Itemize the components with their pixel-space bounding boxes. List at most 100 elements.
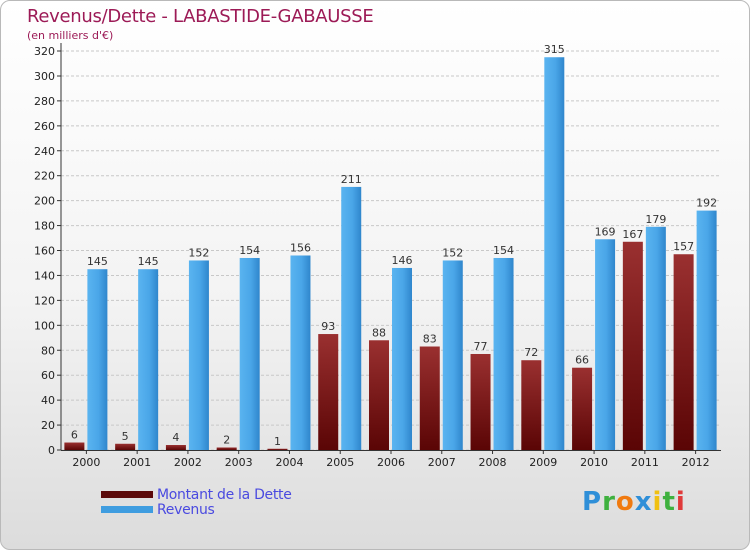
data-label-dette: 6 xyxy=(71,429,78,442)
bar-dette xyxy=(115,443,136,450)
x-tick-label: 2007 xyxy=(428,456,456,469)
bar-revenus xyxy=(645,226,666,450)
y-tick-label: 20 xyxy=(41,419,55,432)
data-label-dette: 2 xyxy=(223,434,230,447)
x-tick-label: 2001 xyxy=(123,456,151,469)
data-label-revenus: 154 xyxy=(239,244,260,257)
chart-title: Revenus/Dette - LABASTIDE-GABAUSSE xyxy=(27,6,374,27)
bar-dette xyxy=(216,447,237,450)
y-tick-label: 0 xyxy=(48,444,55,457)
bar-revenus xyxy=(138,269,159,450)
bar-dette xyxy=(521,360,542,450)
legend-item-revenus: Revenus xyxy=(101,501,292,518)
legend-item-dette: Montant de la Dette xyxy=(101,486,292,503)
y-tick-label: 80 xyxy=(41,344,55,357)
data-label-revenus: 154 xyxy=(493,244,514,257)
bar-revenus xyxy=(493,257,514,450)
data-label-revenus: 315 xyxy=(544,43,565,56)
proxiti-logo: Proxiti xyxy=(582,487,686,517)
bar-dette xyxy=(369,340,389,450)
y-tick-label: 180 xyxy=(34,220,55,233)
data-label-dette: 5 xyxy=(122,430,129,443)
data-label-dette: 66 xyxy=(575,354,589,367)
data-label-dette: 1 xyxy=(274,435,281,448)
legend-swatch-revenus xyxy=(101,506,153,513)
x-tick-label: 2008 xyxy=(479,456,507,469)
data-label-dette: 157 xyxy=(673,240,694,253)
logo-letter: x xyxy=(634,487,653,517)
bar-dette xyxy=(419,346,440,450)
bar-revenus xyxy=(442,260,463,450)
y-tick-label: 300 xyxy=(34,70,55,83)
bar-dette xyxy=(165,445,186,450)
bar-dette xyxy=(267,448,288,450)
data-label-revenus: 152 xyxy=(442,246,463,259)
x-tick-label: 2009 xyxy=(529,456,557,469)
bar-revenus xyxy=(544,57,565,450)
bar-revenus xyxy=(188,260,209,450)
data-label-dette: 93 xyxy=(321,320,335,333)
logo-letter: P xyxy=(582,487,603,517)
y-tick-label: 140 xyxy=(34,269,55,282)
logo-letter: i xyxy=(652,487,663,517)
data-label-dette: 77 xyxy=(474,340,488,353)
y-tick-label: 120 xyxy=(34,294,55,307)
bar-dette xyxy=(318,334,339,450)
bar-revenus xyxy=(392,267,412,450)
logo-letter: r xyxy=(602,487,616,517)
data-label-dette: 4 xyxy=(172,431,179,444)
logo-letter: t xyxy=(662,487,676,517)
bar-dette xyxy=(64,442,85,450)
x-tick-label: 2000 xyxy=(72,456,100,469)
bar-dette xyxy=(470,353,491,450)
bar-revenus xyxy=(341,186,362,451)
bar-revenus xyxy=(239,257,260,450)
legend-label-revenus: Revenus xyxy=(157,501,215,518)
x-tick-label: 2002 xyxy=(174,456,202,469)
bar-revenus xyxy=(595,239,616,450)
x-tick-label: 2004 xyxy=(275,456,303,469)
data-label-revenus: 192 xyxy=(696,197,717,210)
x-tick-label: 2011 xyxy=(631,456,659,469)
y-tick-label: 60 xyxy=(41,369,55,382)
logo-letter: i xyxy=(675,487,686,517)
y-tick-label: 240 xyxy=(34,145,55,158)
data-label-revenus: 145 xyxy=(87,255,108,268)
data-label-dette: 83 xyxy=(423,333,437,346)
y-tick-label: 320 xyxy=(34,45,55,58)
data-label-revenus: 145 xyxy=(138,255,159,268)
x-tick-label: 2012 xyxy=(682,456,710,469)
chart-subtitle: (en milliers d'€) xyxy=(27,29,114,42)
x-tick-label: 2010 xyxy=(580,456,608,469)
y-tick-label: 160 xyxy=(34,245,55,258)
bar-revenus xyxy=(87,269,108,450)
data-label-revenus: 152 xyxy=(188,246,209,259)
y-tick-label: 280 xyxy=(34,95,55,108)
y-tick-label: 260 xyxy=(34,120,55,133)
data-label-revenus: 146 xyxy=(392,254,413,267)
y-tick-label: 200 xyxy=(34,195,55,208)
legend-swatch-dette xyxy=(101,491,153,498)
data-label-revenus: 169 xyxy=(595,225,616,238)
data-label-revenus: 156 xyxy=(290,241,311,254)
x-tick-label: 2003 xyxy=(225,456,253,469)
bar-dette xyxy=(673,254,694,450)
logo-letter: o xyxy=(615,487,635,517)
x-tick-label: 2006 xyxy=(377,456,405,469)
bar-dette xyxy=(572,367,593,450)
data-label-dette: 167 xyxy=(622,228,643,241)
data-label-dette: 72 xyxy=(524,346,538,359)
y-tick-label: 100 xyxy=(34,319,55,332)
y-tick-label: 220 xyxy=(34,170,55,183)
data-label-revenus: 179 xyxy=(645,213,666,226)
y-tick-label: 40 xyxy=(41,394,55,407)
data-label-dette: 88 xyxy=(372,326,386,339)
chart-legend: Montant de la Dette Revenus xyxy=(101,486,292,518)
data-label-revenus: 211 xyxy=(341,173,362,186)
bar-revenus xyxy=(290,255,311,450)
bar-revenus xyxy=(696,210,717,450)
legend-label-dette: Montant de la Dette xyxy=(157,486,292,503)
x-tick-label: 2005 xyxy=(326,456,354,469)
